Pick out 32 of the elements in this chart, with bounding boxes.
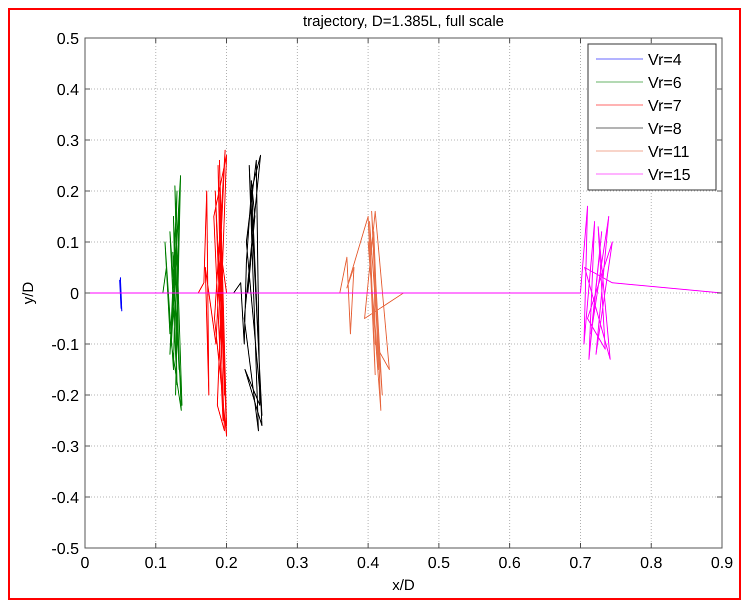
legend-label: Vr=4	[648, 52, 682, 69]
x-tick-label: 0	[80, 555, 90, 572]
y-tick-label: -0.4	[51, 490, 80, 507]
x-tick-label: 0.7	[569, 555, 592, 572]
legend-label: Vr=8	[648, 121, 682, 138]
legend-label: Vr=7	[648, 98, 682, 115]
y-tick-label: 0.5	[56, 31, 80, 48]
line-series	[198, 150, 228, 436]
y-tick-label: -0.1	[51, 337, 80, 354]
legend-label: Vr=15	[648, 167, 691, 184]
legend-label: Vr=6	[648, 75, 682, 92]
x-tick-label: 0.1	[144, 555, 167, 572]
x-tick-label: 0.9	[710, 555, 734, 572]
y-axis-title: y/D	[20, 282, 37, 304]
line-series	[162, 175, 182, 411]
y-tick-label: -0.5	[51, 541, 80, 558]
x-tick-label: 0.8	[640, 555, 662, 572]
x-tick-label: 0.6	[498, 555, 521, 572]
y-tick-label: -0.2	[51, 388, 80, 405]
x-tick-label: 0.2	[215, 555, 238, 572]
y-tick-label: 0.1	[56, 235, 80, 252]
x-tick-label: 0.4	[356, 555, 380, 572]
y-tick-label: 0.2	[56, 184, 80, 201]
x-tick-label: 0.3	[286, 555, 309, 572]
y-tick-label: 0.4	[56, 82, 80, 99]
chart-title: trajectory, D=1.385L, full scale	[302, 13, 504, 30]
x-axis-title: x/D	[392, 577, 415, 594]
y-tick-label: -0.3	[51, 439, 80, 456]
y-tick-label: 0	[70, 286, 80, 303]
y-tick-label: 0.3	[56, 133, 80, 150]
legend-label: Vr=11	[648, 144, 690, 161]
x-tick-label: 0.5	[428, 555, 450, 572]
